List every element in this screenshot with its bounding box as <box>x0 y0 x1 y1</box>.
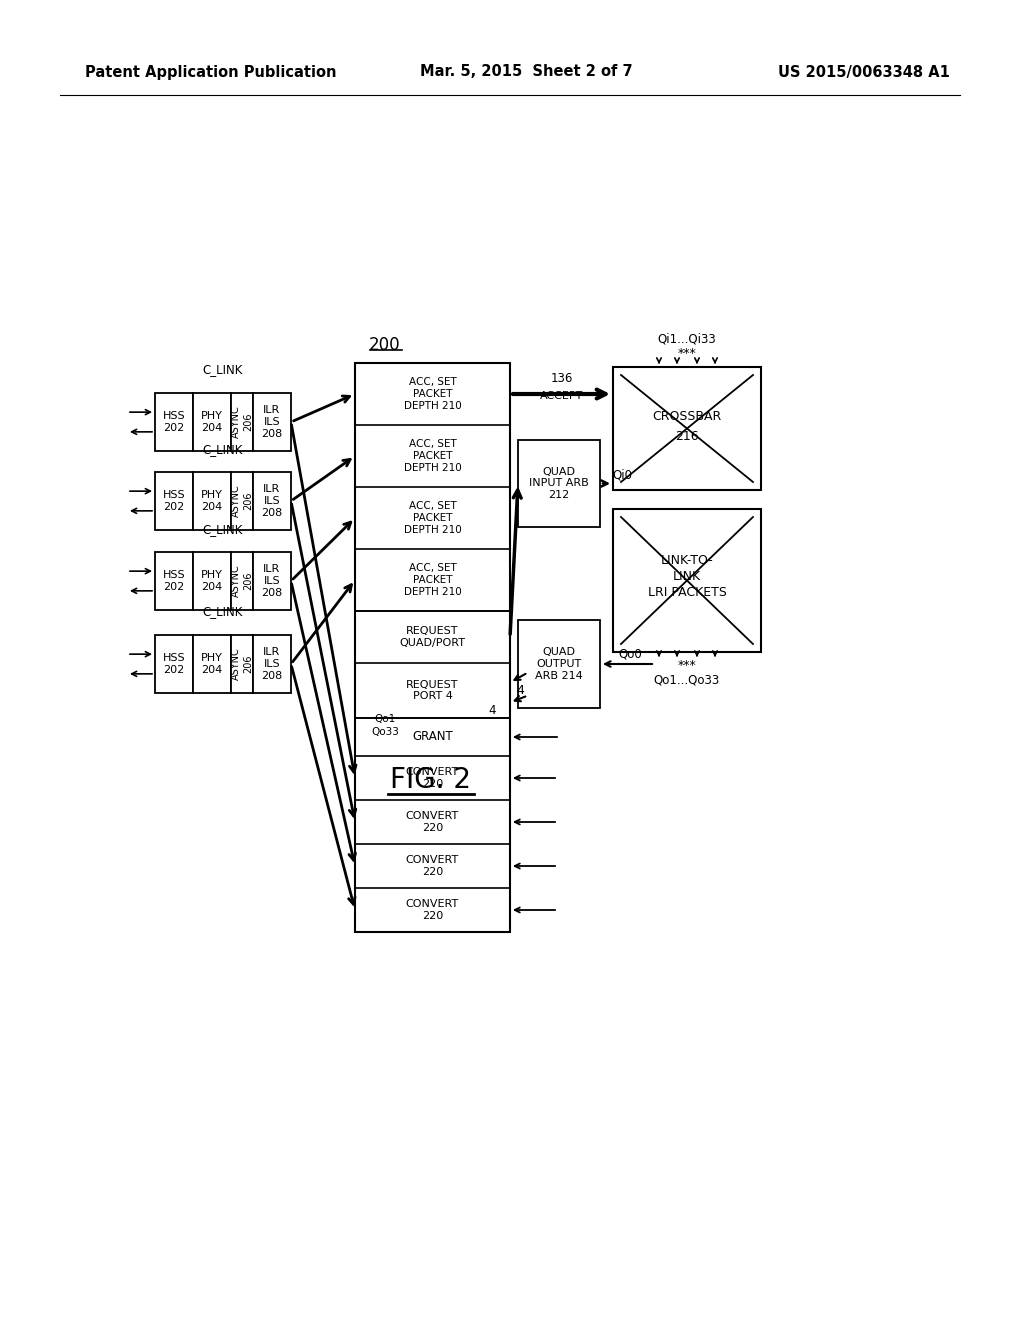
Text: LINK: LINK <box>673 570 701 583</box>
Bar <box>518 620 600 708</box>
Bar <box>193 635 231 693</box>
Text: ILR
ILS
208: ILR ILS 208 <box>261 565 283 598</box>
Text: 216: 216 <box>675 430 698 444</box>
Bar <box>518 440 600 527</box>
Text: QUAD
INPUT ARB
212: QUAD INPUT ARB 212 <box>529 467 589 500</box>
Text: ILR
ILS
208: ILR ILS 208 <box>261 405 283 438</box>
Bar <box>613 510 761 652</box>
Text: PHY
204: PHY 204 <box>201 412 223 433</box>
Bar <box>253 552 291 610</box>
Text: ACC, SET
PACKET
DEPTH 210: ACC, SET PACKET DEPTH 210 <box>403 564 462 597</box>
Text: Mar. 5, 2015  Sheet 2 of 7: Mar. 5, 2015 Sheet 2 of 7 <box>420 65 633 79</box>
Text: ACC, SET
PACKET
DEPTH 210: ACC, SET PACKET DEPTH 210 <box>403 502 462 535</box>
Text: ***: *** <box>678 659 696 672</box>
Bar <box>155 393 193 451</box>
Text: CONVERT
220: CONVERT 220 <box>406 812 459 833</box>
Text: HSS
202: HSS 202 <box>163 412 185 433</box>
Text: Qi0: Qi0 <box>612 469 632 482</box>
Text: ***: *** <box>678 347 696 360</box>
Text: Qo33: Qo33 <box>371 727 399 737</box>
Text: C_LINK: C_LINK <box>203 363 243 376</box>
Text: C_LINK: C_LINK <box>203 444 243 457</box>
Text: Qo1: Qo1 <box>375 714 395 723</box>
Text: PHY
204: PHY 204 <box>201 653 223 675</box>
Bar <box>253 473 291 531</box>
Text: C_LINK: C_LINK <box>203 606 243 619</box>
Text: QUAD
OUTPUT
ARB 214: QUAD OUTPUT ARB 214 <box>536 647 583 681</box>
Text: Qo0: Qo0 <box>618 648 642 660</box>
Text: 4: 4 <box>516 684 524 697</box>
Text: 200: 200 <box>370 337 400 354</box>
Bar <box>355 363 510 932</box>
Text: FIG. 2: FIG. 2 <box>389 766 470 795</box>
Text: ACC, SET
PACKET
DEPTH 210: ACC, SET PACKET DEPTH 210 <box>403 440 462 473</box>
Bar <box>613 367 761 490</box>
Text: 136: 136 <box>550 371 572 384</box>
Bar <box>193 393 231 451</box>
Text: CROSSBAR: CROSSBAR <box>652 411 722 422</box>
Text: HSS
202: HSS 202 <box>163 490 185 512</box>
Bar <box>253 393 291 451</box>
Text: HSS
202: HSS 202 <box>163 570 185 591</box>
Text: ILR
ILS
208: ILR ILS 208 <box>261 484 283 517</box>
Text: US 2015/0063348 A1: US 2015/0063348 A1 <box>778 65 950 79</box>
Bar <box>253 635 291 693</box>
Text: 4: 4 <box>488 704 496 717</box>
Text: ASYNC
206: ASYNC 206 <box>231 405 253 438</box>
Text: Qi1...Qi33: Qi1...Qi33 <box>657 333 717 346</box>
Text: Qo1...Qo33: Qo1...Qo33 <box>654 673 720 686</box>
Text: ACCEPT: ACCEPT <box>540 391 584 401</box>
Text: CONVERT
220: CONVERT 220 <box>406 899 459 921</box>
Bar <box>155 552 193 610</box>
Text: C_LINK: C_LINK <box>203 524 243 536</box>
Text: GRANT: GRANT <box>412 730 453 743</box>
Text: LINK-TO-: LINK-TO- <box>660 554 714 568</box>
Text: LRI PACKETS: LRI PACKETS <box>647 586 726 599</box>
Text: Patent Application Publication: Patent Application Publication <box>85 65 337 79</box>
Text: PHY
204: PHY 204 <box>201 570 223 591</box>
Text: PHY
204: PHY 204 <box>201 490 223 512</box>
Bar <box>231 473 253 531</box>
Bar <box>155 473 193 531</box>
Bar <box>231 552 253 610</box>
Text: ACC, SET
PACKET
DEPTH 210: ACC, SET PACKET DEPTH 210 <box>403 378 462 411</box>
Text: CONVERT
220: CONVERT 220 <box>406 767 459 789</box>
Text: ASYNC
206: ASYNC 206 <box>231 484 253 517</box>
Bar <box>193 473 231 531</box>
Text: ASYNC
206: ASYNC 206 <box>231 565 253 598</box>
Bar <box>193 552 231 610</box>
Text: REQUEST
PORT 4: REQUEST PORT 4 <box>407 680 459 701</box>
Bar <box>155 635 193 693</box>
Bar <box>231 393 253 451</box>
Text: ASYNC
206: ASYNC 206 <box>231 648 253 680</box>
Text: ILR
ILS
208: ILR ILS 208 <box>261 647 283 681</box>
Text: HSS
202: HSS 202 <box>163 653 185 675</box>
Bar <box>231 635 253 693</box>
Text: REQUEST
QUAD/PORT: REQUEST QUAD/PORT <box>399 626 466 648</box>
Text: CONVERT
220: CONVERT 220 <box>406 855 459 876</box>
